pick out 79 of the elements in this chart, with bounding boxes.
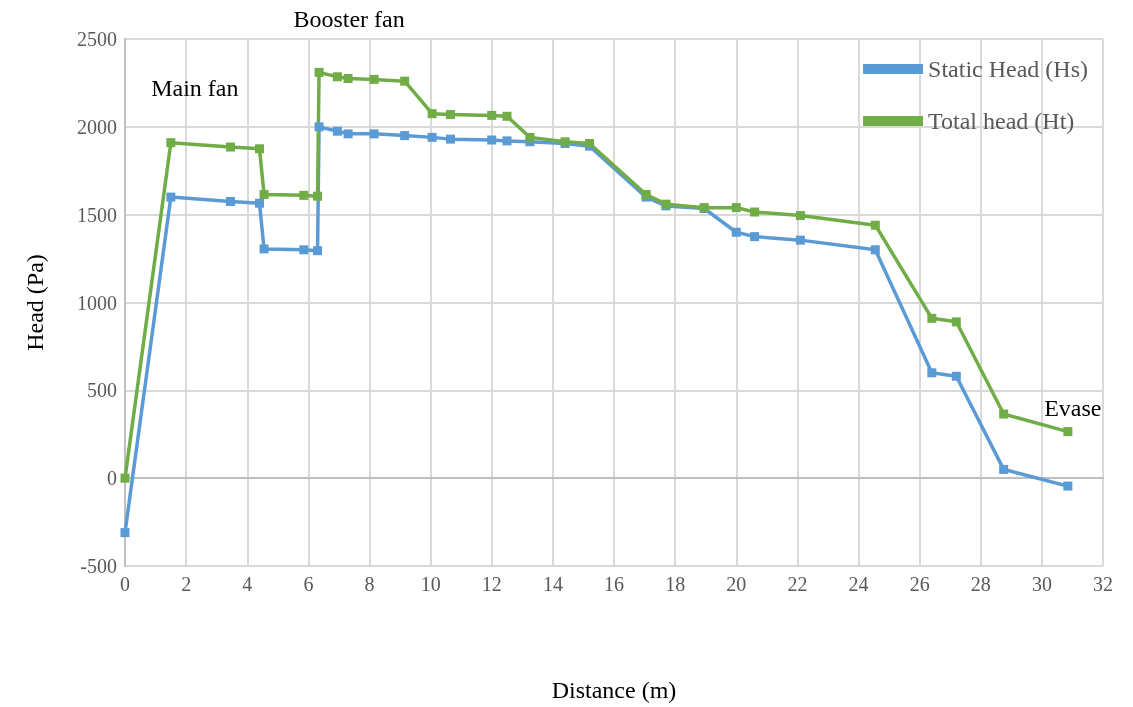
x-tick-label: 28	[970, 573, 991, 595]
x-tick-label: 12	[481, 573, 502, 595]
point	[343, 74, 353, 84]
x-axis-title: Distance (m)	[551, 677, 677, 703]
point	[332, 72, 342, 82]
point	[487, 110, 497, 120]
point	[1063, 481, 1073, 491]
point	[299, 190, 309, 200]
annotation: Evase	[1044, 394, 1102, 421]
point	[870, 245, 880, 255]
point	[400, 131, 410, 141]
point	[313, 246, 323, 256]
point	[795, 235, 805, 245]
point	[120, 528, 130, 538]
point	[369, 129, 379, 139]
point	[427, 132, 437, 142]
point	[502, 136, 512, 146]
point	[525, 132, 535, 142]
point	[502, 111, 512, 121]
point	[445, 110, 455, 120]
point	[999, 409, 1009, 419]
point	[400, 76, 410, 86]
x-tick-label: 32	[1093, 573, 1113, 595]
point	[254, 144, 264, 154]
legend-label: Total head (Ht)	[928, 108, 1075, 134]
point	[225, 142, 235, 152]
point	[314, 122, 324, 132]
x-tick-label: 6	[303, 573, 314, 595]
point	[120, 473, 130, 483]
y-tick-label: 1000	[77, 291, 117, 314]
legend-label: Static Head (Hs)	[928, 56, 1088, 82]
annotation: Booster fan	[293, 6, 405, 33]
x-tick-label: 24	[848, 573, 869, 595]
point	[487, 135, 497, 145]
x-tick-label: 16	[604, 573, 624, 595]
x-tick-label: 14	[542, 573, 563, 595]
point	[795, 211, 805, 221]
y-axis-title: Head (Pa)	[22, 254, 48, 351]
point	[166, 192, 176, 202]
point	[332, 126, 342, 136]
point	[951, 371, 961, 381]
x-tick-label: 18	[665, 573, 686, 595]
point	[343, 129, 353, 139]
point	[427, 109, 437, 119]
x-tick-label: 26	[909, 573, 930, 595]
point	[369, 74, 379, 84]
x-tick-label: 20	[726, 573, 747, 595]
point	[870, 220, 880, 230]
x-tick-label: 30	[1031, 573, 1052, 595]
point	[225, 196, 235, 206]
point	[254, 198, 264, 208]
y-tick-label: -500	[80, 555, 117, 577]
x-tick-label: 10	[420, 573, 441, 595]
point	[750, 232, 760, 242]
y-tick-label: 500	[87, 379, 117, 402]
point	[166, 138, 176, 148]
point	[314, 67, 324, 77]
point	[750, 207, 760, 217]
x-tick-label: 22	[787, 573, 808, 595]
x-tick-label: 4	[242, 573, 253, 595]
point	[313, 191, 323, 201]
point	[731, 227, 741, 237]
x-tick-label: 8	[364, 573, 375, 595]
point	[445, 134, 455, 144]
point	[1063, 427, 1073, 437]
y-tick-label: 0	[107, 467, 117, 490]
point	[731, 203, 741, 213]
point	[927, 368, 937, 378]
point	[259, 244, 269, 254]
annotation: Main fan	[151, 74, 239, 101]
y-tick-label: 2000	[77, 115, 117, 138]
y-tick-label: 1500	[77, 203, 117, 226]
point	[299, 245, 309, 255]
x-tick-label: 2	[181, 573, 192, 595]
y-tick-label: 2500	[77, 28, 117, 50]
point	[259, 189, 269, 199]
point	[927, 313, 937, 323]
point	[951, 317, 961, 327]
point	[999, 464, 1009, 474]
